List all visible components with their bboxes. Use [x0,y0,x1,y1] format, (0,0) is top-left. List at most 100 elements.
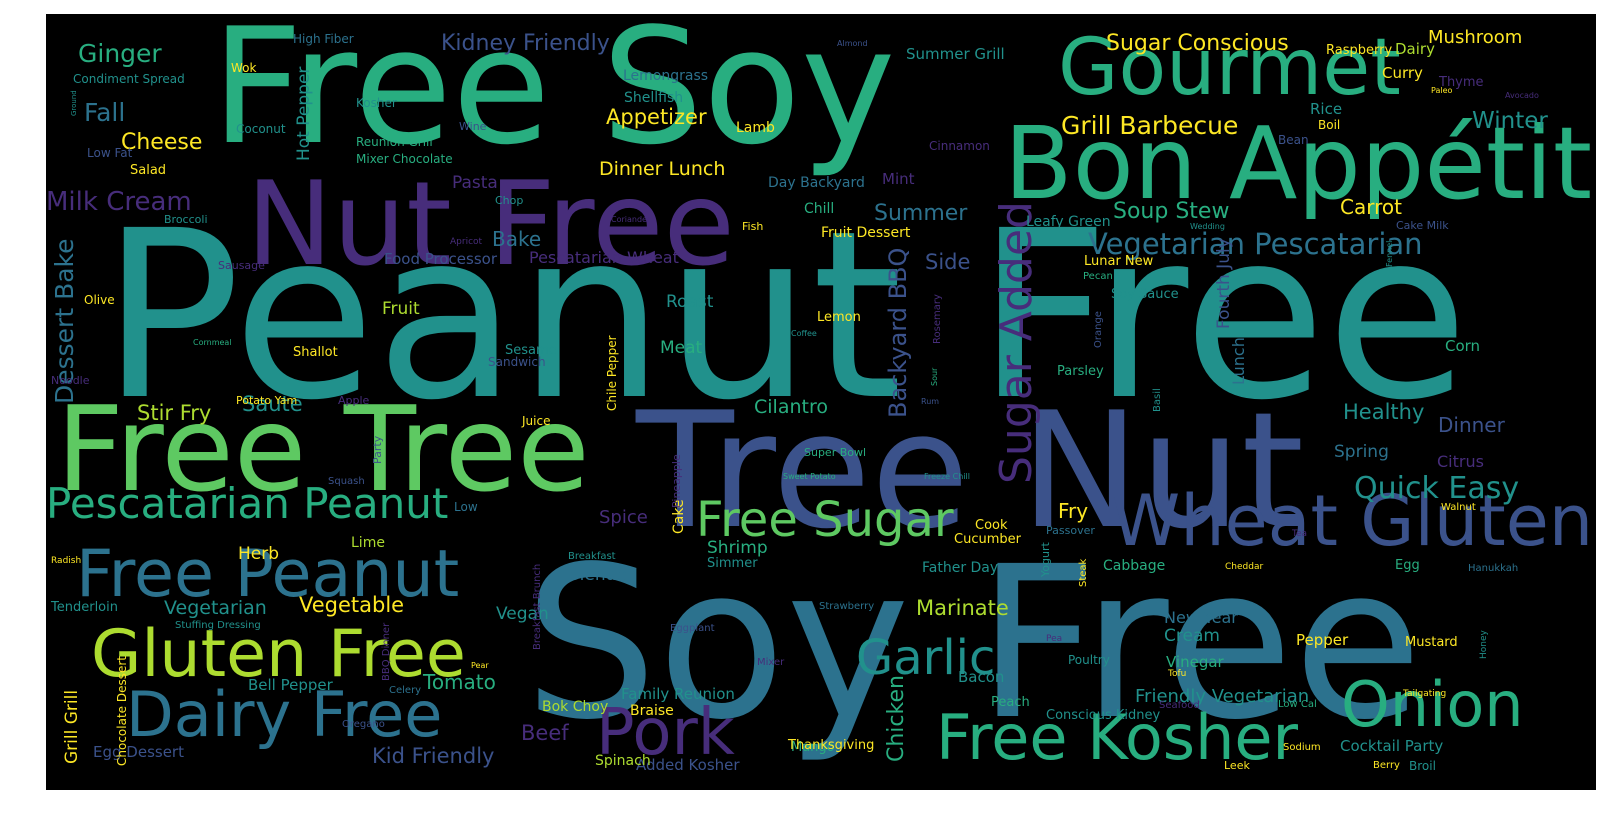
word-rice: Rice [1310,100,1342,118]
word-shrimp: Shrimp [707,538,768,558]
word-quick-easy: Quick Easy [1354,471,1519,506]
word-pescatarian-wheat: Pescatarian Wheat [529,248,679,267]
word-broccoli: Broccoli [164,213,208,226]
word-carrot: Carrot [1340,195,1402,219]
word-yogurt: Yogurt [1039,542,1052,578]
word-roast: Roast [666,292,714,312]
word-free-sugar: Free Sugar [696,492,954,548]
word-day-backyard: Day Backyard [768,175,865,191]
word-walnut: Walnut [1441,502,1476,513]
word-mixer-chocolate: Mixer Chocolate [356,152,453,166]
word-saut: Sauté [242,392,303,416]
word-dinner-lunch: Dinner Lunch [599,158,725,180]
word-fennel: Fennel [1385,241,1394,267]
word-conscious-kidney: Conscious Kidney [1046,708,1161,723]
word-bean: Bean [1278,133,1309,147]
word-bell-pepper: Bell Pepper [248,676,334,694]
word-pasta: Pasta [452,173,498,193]
word-braise: Braise [630,703,674,719]
word-fruit: Fruit [382,299,420,319]
word-tenderloin: Tenderloin [50,600,118,615]
word-coffee: Coffee [791,329,817,338]
word-rum: Rum [921,397,939,406]
word-cream: Cream [1164,626,1220,646]
word-shellfish: Shellfish [624,90,683,106]
word-tea: Tea [1291,529,1307,539]
word-tailgating: Tailgating [1402,689,1446,699]
word-bbq-dinner: BBQ Dinner [381,622,392,681]
word-low: Low [454,500,478,514]
word-peanut-free: Peanut Free [101,181,1469,451]
word-new-year: New Year [1164,608,1238,627]
word-breakfast-brunch: Breakfast Brunch [532,564,543,650]
word-lunch: Lunch [1229,337,1248,385]
word-mint: Mint [882,170,915,188]
word-bake: Bake [492,227,541,251]
word-food-processor: Food Processor [384,250,498,268]
word-gluten-free: Gluten Free [91,617,466,692]
word-vegetarian-pescatarian: Vegetarian Pescatarian [1088,227,1423,261]
word-lemon: Lemon [817,310,861,325]
word-cheddar: Cheddar [1225,562,1263,572]
word-vegan: Vegan [496,604,549,624]
word-cinnamon: Cinnamon [929,139,990,153]
word-broil: Broil [1409,759,1436,773]
word-oregano: Oregano [342,719,385,730]
word-ginger: Ginger [78,39,162,68]
word-free-soy: Free Soy [211,14,896,180]
word-vinegar: Vinegar [1166,653,1225,671]
word-citrus: Citrus [1437,452,1484,471]
word-milk-cream: Milk Cream [46,187,192,217]
word-lunar-new: Lunar New [1084,254,1154,269]
word-garlic: Garlic [856,630,995,686]
word-chile-pepper: Chile Pepper [605,335,619,411]
word-spring: Spring [1334,442,1389,462]
word-thanksgiving: Thanksgiving [787,738,874,753]
word-salad: Salad [130,163,166,178]
word-reunion-grill: Reunion Grill [356,135,433,149]
word-free-peanut: Free Peanut [76,537,459,612]
word-cheese: Cheese [121,130,202,155]
word-pecan: Pecan [1083,271,1113,282]
word-leafy-green: Leafy Green [1026,214,1111,230]
word-avocado: Avocado [1505,91,1539,100]
word-mixer: Mixer [757,657,785,668]
word-free-tree: Free Tree [56,380,590,518]
word-peach: Peach [991,695,1030,710]
word-lamb: Lamb [736,120,775,136]
word-condiment-spread: Condiment Spread [73,72,185,86]
word-chill: Chill [804,201,834,217]
word-strawberry: Strawberry [819,601,874,612]
word-olive: Olive [84,293,115,307]
word-fry: Fry [1058,499,1088,523]
word-low-fat: Low Fat [87,146,133,160]
word-celery: Celery [389,685,421,696]
word-stuffing-dressing: Stuffing Dressing [175,620,261,631]
word-kidney-friendly: Kidney Friendly [441,31,610,56]
word-seafood: Seafood [1159,700,1200,711]
word-grill-barbecue: Grill Barbecue [1061,111,1238,140]
word-sour: Sour [930,367,939,386]
word-hot-pepper: Hot Pepper [294,67,314,161]
word-onion: Onion [1341,668,1524,741]
word-raspberry: Raspberry [1326,43,1392,58]
word-cook: Cook [975,518,1008,533]
word-passover: Passover [1046,524,1095,537]
word-dinner: Dinner [1438,413,1506,437]
word-mushroom: Mushroom [1428,27,1522,48]
word-pear: Pear [471,661,489,670]
word-fruit-dessert: Fruit Dessert [821,225,911,241]
word-ground: Ground [70,90,78,116]
word-shallot: Shallot [293,345,338,360]
word-fall: Fall [84,98,125,127]
word-tree-nut: Tree Nut [635,377,1304,564]
word-dessert-bake: Dessert Bake [50,238,79,404]
word-side: Side [925,250,970,274]
word-apricot: Apricot [450,237,483,247]
word-cabbage: Cabbage [1103,558,1165,574]
word-boil: Boil [1318,118,1340,132]
word-beef: Beef [521,721,569,745]
word-herb: Herb [238,544,279,564]
word-lemongrass: Lemongrass [623,68,708,84]
